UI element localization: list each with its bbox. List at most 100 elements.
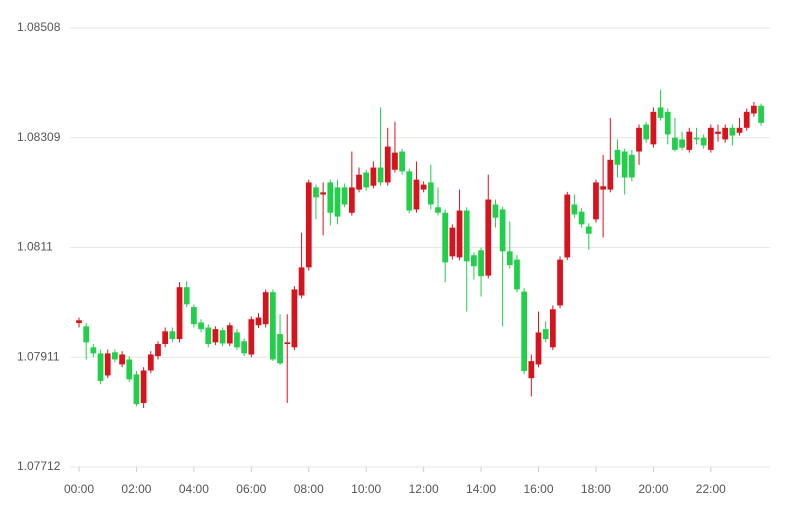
candle-body xyxy=(506,251,513,266)
candle-body xyxy=(550,309,556,348)
candle-body xyxy=(112,352,118,360)
x-tick-label: 04:00 xyxy=(179,482,209,496)
candle-body xyxy=(535,332,542,365)
candle-body xyxy=(406,171,413,211)
candle-body xyxy=(104,353,111,376)
candle-body xyxy=(226,325,233,344)
candle-body xyxy=(83,326,90,343)
candle-body xyxy=(435,207,441,213)
candle-body xyxy=(514,259,520,290)
candle-body xyxy=(449,227,456,257)
candle-body xyxy=(715,131,721,134)
candle-body xyxy=(269,292,276,360)
candle-body xyxy=(693,137,700,140)
candle-body xyxy=(370,167,377,186)
candle-body xyxy=(722,127,729,140)
candle-body xyxy=(420,184,427,190)
candle-body xyxy=(219,330,226,344)
candle-body xyxy=(578,211,585,225)
candle-body xyxy=(284,342,291,345)
candle-body xyxy=(183,287,190,305)
candle-body xyxy=(585,226,592,234)
candle-body xyxy=(657,107,664,118)
candle-body xyxy=(600,186,607,190)
candle-body xyxy=(140,370,147,404)
candle-body xyxy=(341,187,348,205)
candle-body xyxy=(363,172,370,188)
candle-body xyxy=(593,182,599,220)
y-tick-label: 1.08508 xyxy=(17,20,61,34)
candle-body xyxy=(636,127,642,152)
candle-body xyxy=(643,124,650,140)
candle-body xyxy=(327,182,334,213)
x-tick-label: 16:00 xyxy=(523,482,553,496)
candle-body xyxy=(700,137,707,146)
candle-body xyxy=(90,347,97,354)
candle-body xyxy=(751,105,757,114)
candle-body xyxy=(155,344,161,357)
x-tick-label: 14:00 xyxy=(466,482,496,496)
candle-body xyxy=(471,255,477,267)
y-tick-label: 1.08309 xyxy=(17,130,61,144)
candle-body xyxy=(277,334,283,364)
candle-body xyxy=(736,127,743,133)
candle-body xyxy=(413,179,420,210)
candle-body xyxy=(442,212,449,263)
candle-body xyxy=(485,199,492,276)
candle-body xyxy=(126,359,133,380)
candle-body xyxy=(234,332,240,348)
candle-body xyxy=(557,259,563,306)
candle-body xyxy=(262,292,269,325)
candle-body xyxy=(456,210,463,258)
candle-body xyxy=(528,361,535,379)
candle-body xyxy=(478,250,484,277)
candle-body xyxy=(399,151,405,172)
candle-body xyxy=(743,111,750,128)
candle-body xyxy=(248,319,255,355)
candle-body xyxy=(492,204,499,218)
candle-body xyxy=(348,187,355,213)
candle-body xyxy=(191,307,197,325)
candle-body xyxy=(542,329,549,340)
candle-body xyxy=(650,111,657,145)
candle-body xyxy=(521,291,528,372)
candle-body xyxy=(621,151,628,178)
candle-body xyxy=(212,329,219,343)
candle-body xyxy=(305,182,312,268)
candle-body xyxy=(707,127,714,150)
candle-body xyxy=(255,317,262,326)
candle-body xyxy=(392,152,398,170)
candle-body xyxy=(169,331,176,340)
candle-body xyxy=(758,105,764,123)
candle-body xyxy=(463,210,470,262)
candle-body xyxy=(147,354,154,371)
candle-body xyxy=(76,320,82,324)
x-tick-label: 02:00 xyxy=(121,482,151,496)
candle-body xyxy=(241,341,248,354)
x-tick-label: 12:00 xyxy=(409,482,439,496)
candle-body xyxy=(679,139,685,148)
x-tick-label: 18:00 xyxy=(581,482,611,496)
candle-body xyxy=(664,111,671,135)
candle-body xyxy=(198,322,204,330)
candle-body xyxy=(119,354,125,365)
candle-body xyxy=(564,194,571,258)
y-tick-label: 1.0811 xyxy=(17,240,53,254)
y-tick-label: 1.07712 xyxy=(17,459,61,473)
candle-body xyxy=(356,174,362,190)
candle-body xyxy=(499,209,506,252)
x-tick-label: 08:00 xyxy=(294,482,324,496)
candle-body xyxy=(298,267,305,296)
candle-body xyxy=(377,167,384,183)
candle-body xyxy=(571,204,578,215)
x-tick-label: 00:00 xyxy=(64,482,94,496)
candle-body xyxy=(320,192,326,195)
candle-body xyxy=(729,127,736,136)
candle-body xyxy=(672,137,678,150)
candle-body xyxy=(162,331,169,345)
candle-body xyxy=(427,182,434,205)
y-tick-label: 1.07911 xyxy=(17,349,60,363)
candle-body xyxy=(176,287,183,340)
